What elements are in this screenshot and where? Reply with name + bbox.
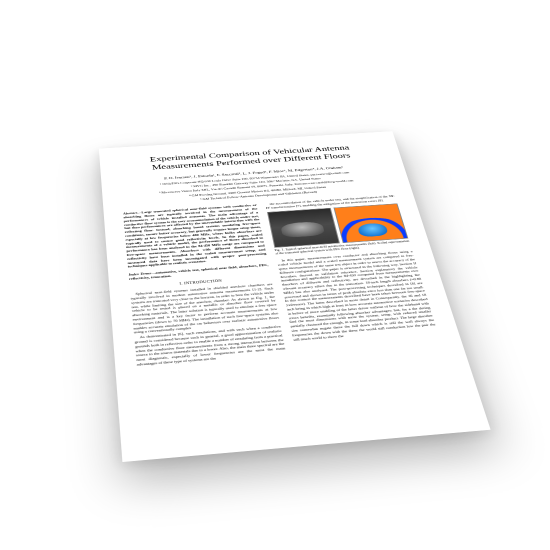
paper-title: Experimental Comparison of Vehicular Ant… (118, 142, 383, 174)
col2-para-1: In this paper, measurements over conduct… (276, 250, 437, 342)
scene: Experimental Comparison of Vehicular Ant… (110, 55, 440, 495)
paper-page: Experimental Comparison of Vehicular Ant… (99, 131, 491, 462)
two-column-body: Abstract—Large truncated spherical near-… (123, 195, 461, 433)
figure-1-right-diagram (334, 203, 409, 243)
figure-1-left-photo (267, 208, 341, 248)
vehicle-shape (280, 221, 325, 238)
right-column: the accommodation of the vehicle under t… (265, 195, 461, 419)
antenna-pattern-shape (356, 223, 389, 238)
abstract-text: Large truncated spherical near-field sys… (123, 204, 266, 269)
abstract-block: Abstract—Large truncated spherical near-… (123, 204, 267, 269)
